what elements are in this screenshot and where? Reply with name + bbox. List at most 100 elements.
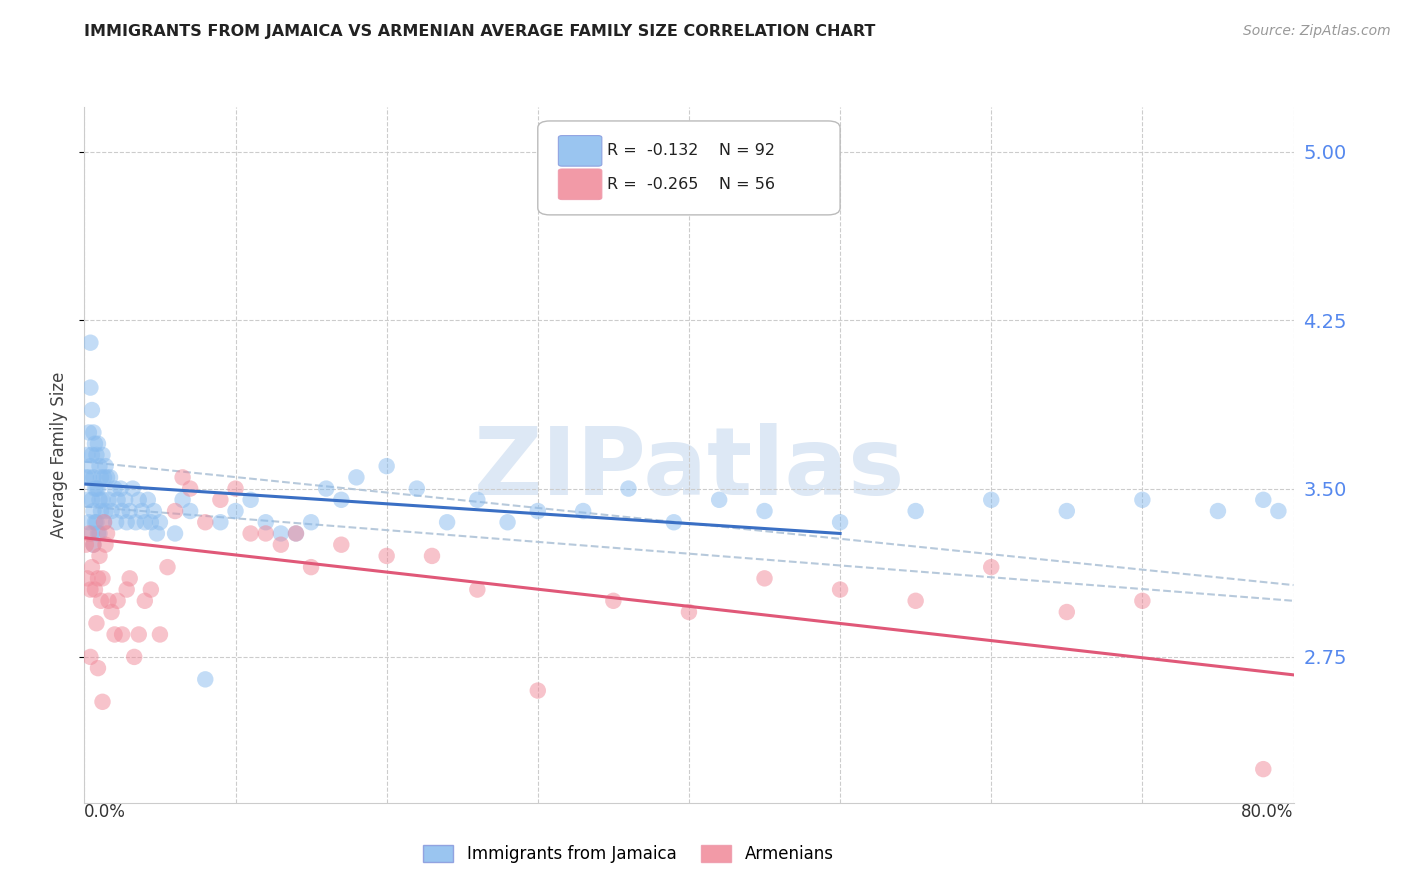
Point (527, 504, 550, 518)
FancyBboxPatch shape (538, 121, 841, 215)
Point (172, 492, 194, 507)
Point (118, 504, 141, 518)
Point (172, 470, 194, 484)
Point (104, 627, 127, 641)
Point (90, 504, 112, 518)
Point (375, 459, 398, 474)
Legend: Immigrants from Jamaica, Armenians: Immigrants from Jamaica, Armenians (415, 836, 842, 871)
Point (80, 403, 103, 417)
Point (1206, 504, 1229, 518)
Point (75, 470, 97, 484)
Point (1130, 492, 1153, 507)
Point (93, 515, 115, 529)
Point (87, 526, 110, 541)
Point (128, 492, 150, 507)
Point (754, 571, 776, 585)
Point (1267, 504, 1289, 518)
Point (79, 381, 101, 395)
Point (80, 448, 103, 462)
Point (146, 526, 169, 541)
Point (270, 538, 292, 552)
Point (420, 549, 443, 563)
Text: IMMIGRANTS FROM JAMAICA VS ARMENIAN AVERAGE FAMILY SIZE CORRELATION CHART: IMMIGRANTS FROM JAMAICA VS ARMENIAN AVER… (84, 23, 876, 38)
Point (96, 526, 118, 541)
Point (87, 436, 110, 450)
Point (1056, 605, 1078, 619)
Point (149, 515, 172, 529)
Point (467, 582, 489, 597)
Y-axis label: Average Family Size: Average Family Size (51, 372, 69, 538)
Point (139, 515, 162, 529)
Point (89, 549, 111, 563)
Point (149, 627, 172, 641)
Point (87, 571, 110, 585)
Point (315, 482, 337, 496)
Text: 80.0%: 80.0% (1241, 803, 1294, 821)
Point (94, 504, 117, 518)
FancyBboxPatch shape (558, 136, 602, 166)
Point (96, 470, 118, 484)
Point (165, 526, 187, 541)
Point (86, 482, 108, 496)
Point (225, 482, 247, 496)
Point (89, 492, 111, 507)
Point (125, 515, 148, 529)
Point (91, 695, 114, 709)
Point (80, 492, 103, 507)
Point (194, 673, 217, 687)
Point (209, 492, 232, 507)
Point (93, 470, 115, 484)
Point (100, 504, 122, 518)
Point (76, 492, 98, 507)
Point (91, 492, 114, 507)
Point (225, 504, 247, 518)
Point (86, 515, 108, 529)
Point (254, 526, 277, 541)
Text: Source: ZipAtlas.com: Source: ZipAtlas.com (1243, 23, 1391, 37)
Point (97, 594, 120, 608)
Point (375, 549, 398, 563)
Point (134, 594, 156, 608)
Text: R =  -0.132    N = 92: R = -0.132 N = 92 (607, 144, 775, 159)
Point (406, 482, 429, 496)
Point (79, 649, 101, 664)
Point (86, 448, 108, 462)
Point (77, 470, 100, 484)
Point (346, 470, 368, 484)
Point (1130, 594, 1153, 608)
Point (114, 492, 136, 507)
Point (94, 538, 117, 552)
Point (572, 504, 595, 518)
Point (121, 482, 143, 496)
Point (91, 571, 114, 585)
Point (285, 526, 308, 541)
Point (830, 582, 852, 597)
Point (94, 459, 117, 474)
Point (104, 482, 127, 496)
Point (77, 515, 100, 529)
Text: R =  -0.265    N = 56: R = -0.265 N = 56 (607, 177, 775, 192)
Point (118, 571, 141, 585)
Point (76, 571, 98, 585)
Point (254, 515, 277, 529)
Point (75, 538, 97, 552)
Point (754, 504, 776, 518)
Point (115, 515, 138, 529)
Point (84, 582, 107, 597)
Point (179, 482, 201, 496)
Point (82, 504, 104, 518)
Point (134, 515, 156, 529)
Point (90, 594, 112, 608)
Point (678, 605, 700, 619)
Point (98, 470, 121, 484)
Point (980, 492, 1002, 507)
Text: 0.0%: 0.0% (84, 803, 127, 821)
Point (110, 482, 132, 496)
Point (1056, 504, 1078, 518)
Point (830, 515, 852, 529)
Point (87, 661, 110, 675)
Point (122, 649, 145, 664)
Point (709, 492, 731, 507)
Point (86, 616, 108, 631)
Point (285, 526, 308, 541)
